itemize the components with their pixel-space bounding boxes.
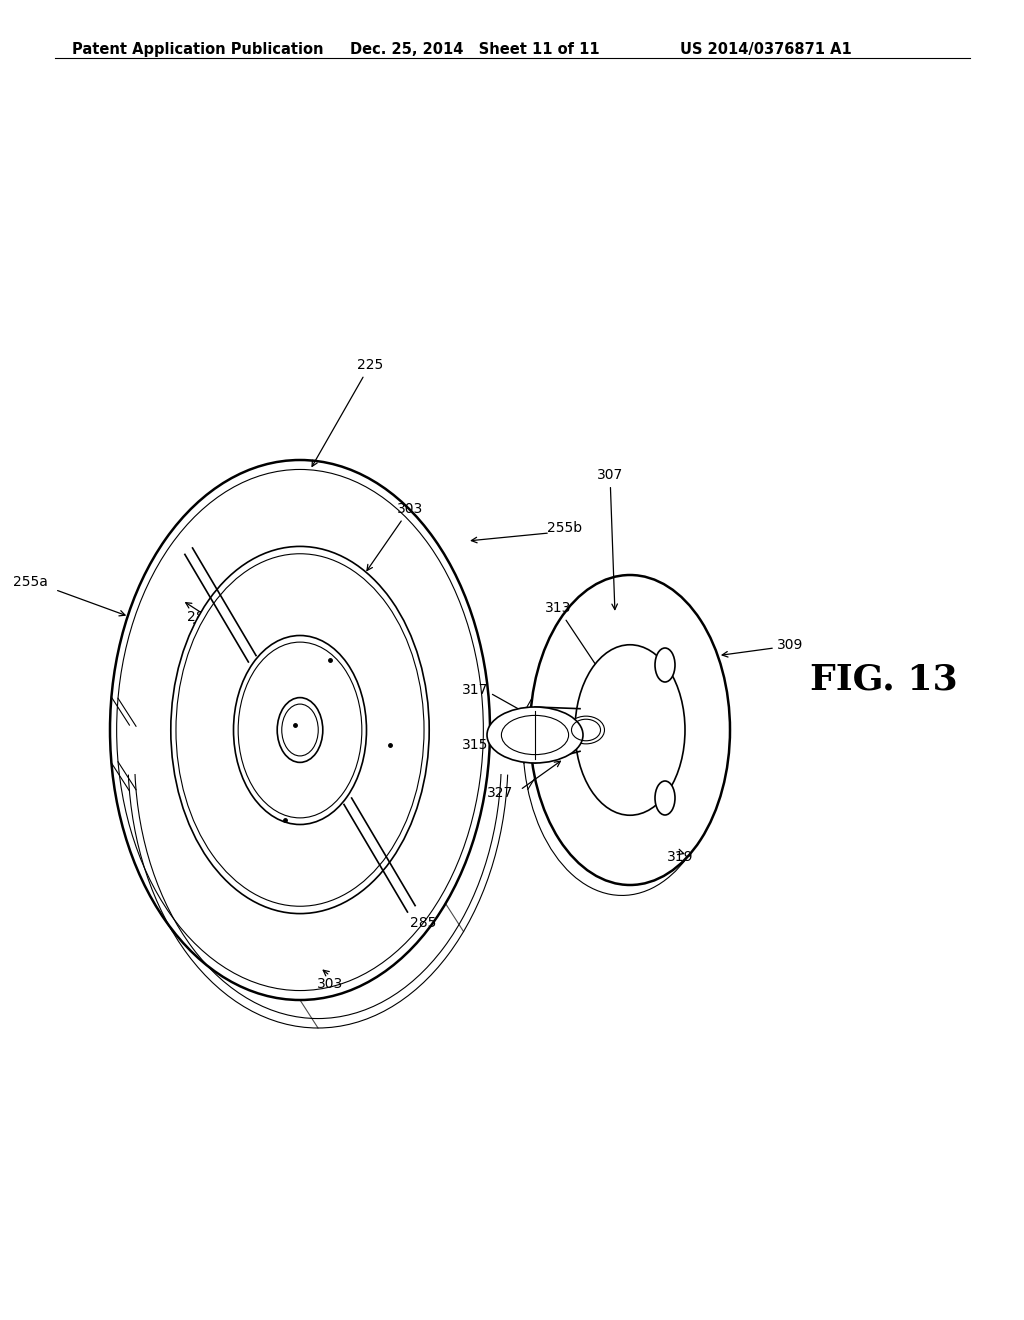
Text: US 2014/0376871 A1: US 2014/0376871 A1 xyxy=(680,42,852,57)
Ellipse shape xyxy=(655,648,675,682)
Ellipse shape xyxy=(110,459,490,1001)
Text: 309: 309 xyxy=(777,638,803,652)
Text: 255a: 255a xyxy=(12,574,47,589)
Ellipse shape xyxy=(567,717,604,744)
Text: FIG. 13: FIG. 13 xyxy=(810,663,957,697)
Text: 303: 303 xyxy=(316,977,343,991)
Text: 319: 319 xyxy=(667,850,693,865)
Ellipse shape xyxy=(233,635,367,825)
Text: 301: 301 xyxy=(252,884,279,899)
Text: 271: 271 xyxy=(191,622,257,671)
Text: 313: 313 xyxy=(545,601,605,680)
Ellipse shape xyxy=(502,715,568,755)
Text: 317: 317 xyxy=(462,682,488,697)
Ellipse shape xyxy=(655,781,675,814)
Text: Patent Application Publication: Patent Application Publication xyxy=(72,42,324,57)
Ellipse shape xyxy=(530,576,730,884)
Text: 331: 331 xyxy=(314,756,359,797)
Text: 307: 307 xyxy=(597,469,624,610)
Text: 225: 225 xyxy=(312,358,383,466)
Ellipse shape xyxy=(487,708,583,763)
Ellipse shape xyxy=(171,546,429,913)
Text: 285: 285 xyxy=(410,916,436,929)
Ellipse shape xyxy=(575,644,685,816)
Text: 285: 285 xyxy=(187,610,213,623)
Text: 255b: 255b xyxy=(548,520,583,535)
Ellipse shape xyxy=(278,697,323,763)
Text: Dec. 25, 2014   Sheet 11 of 11: Dec. 25, 2014 Sheet 11 of 11 xyxy=(350,42,600,57)
Text: 303: 303 xyxy=(367,502,423,570)
Text: 327: 327 xyxy=(486,785,513,800)
Text: 315: 315 xyxy=(462,738,488,752)
